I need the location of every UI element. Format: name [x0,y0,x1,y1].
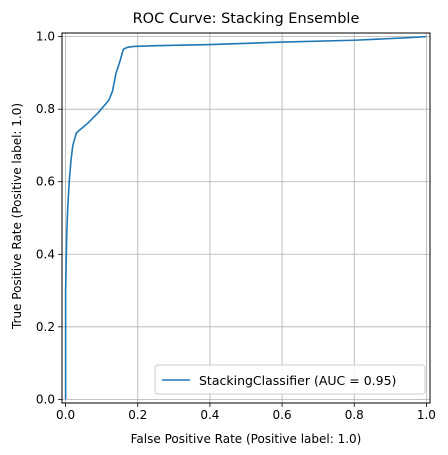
y-tick-label: 0.0 [36,392,55,406]
grid-lines [62,33,430,403]
x-axis-label: False Positive Rate (Positive label: 1.0… [131,432,362,446]
x-tick-label: 0.6 [273,408,292,422]
series-lines [66,37,427,400]
x-tick-label: 1.0 [417,408,436,422]
axis-ticks: 0.0 0.2 0.4 0.6 0.8 1.0 0.0 0.2 0.4 0.6 0.8 1.0 [36,30,436,422]
y-tick-label: 0.6 [36,175,55,189]
plot-frame [62,33,430,403]
y-tick-label: 0.2 [36,320,55,334]
y-tick-label: 0.4 [36,247,55,261]
x-tick-label: 0.4 [200,408,219,422]
legend: StackingClassifier (AUC = 0.95) [155,365,425,394]
chart-title: ROC Curve: Stacking Ensemble [133,11,360,27]
legend-label: StackingClassifier (AUC = 0.95) [199,373,396,388]
x-tick-label: 0.2 [128,408,147,422]
y-axis-label: True Positive Rate (Positive label: 1.0) [10,103,24,330]
y-tick-label: 0.8 [36,102,55,116]
y-tick-label: 1.0 [36,30,55,44]
x-tick-label: 0.8 [345,408,364,422]
x-tick-label: 0.0 [56,408,75,422]
roc-curve-line [66,37,427,400]
